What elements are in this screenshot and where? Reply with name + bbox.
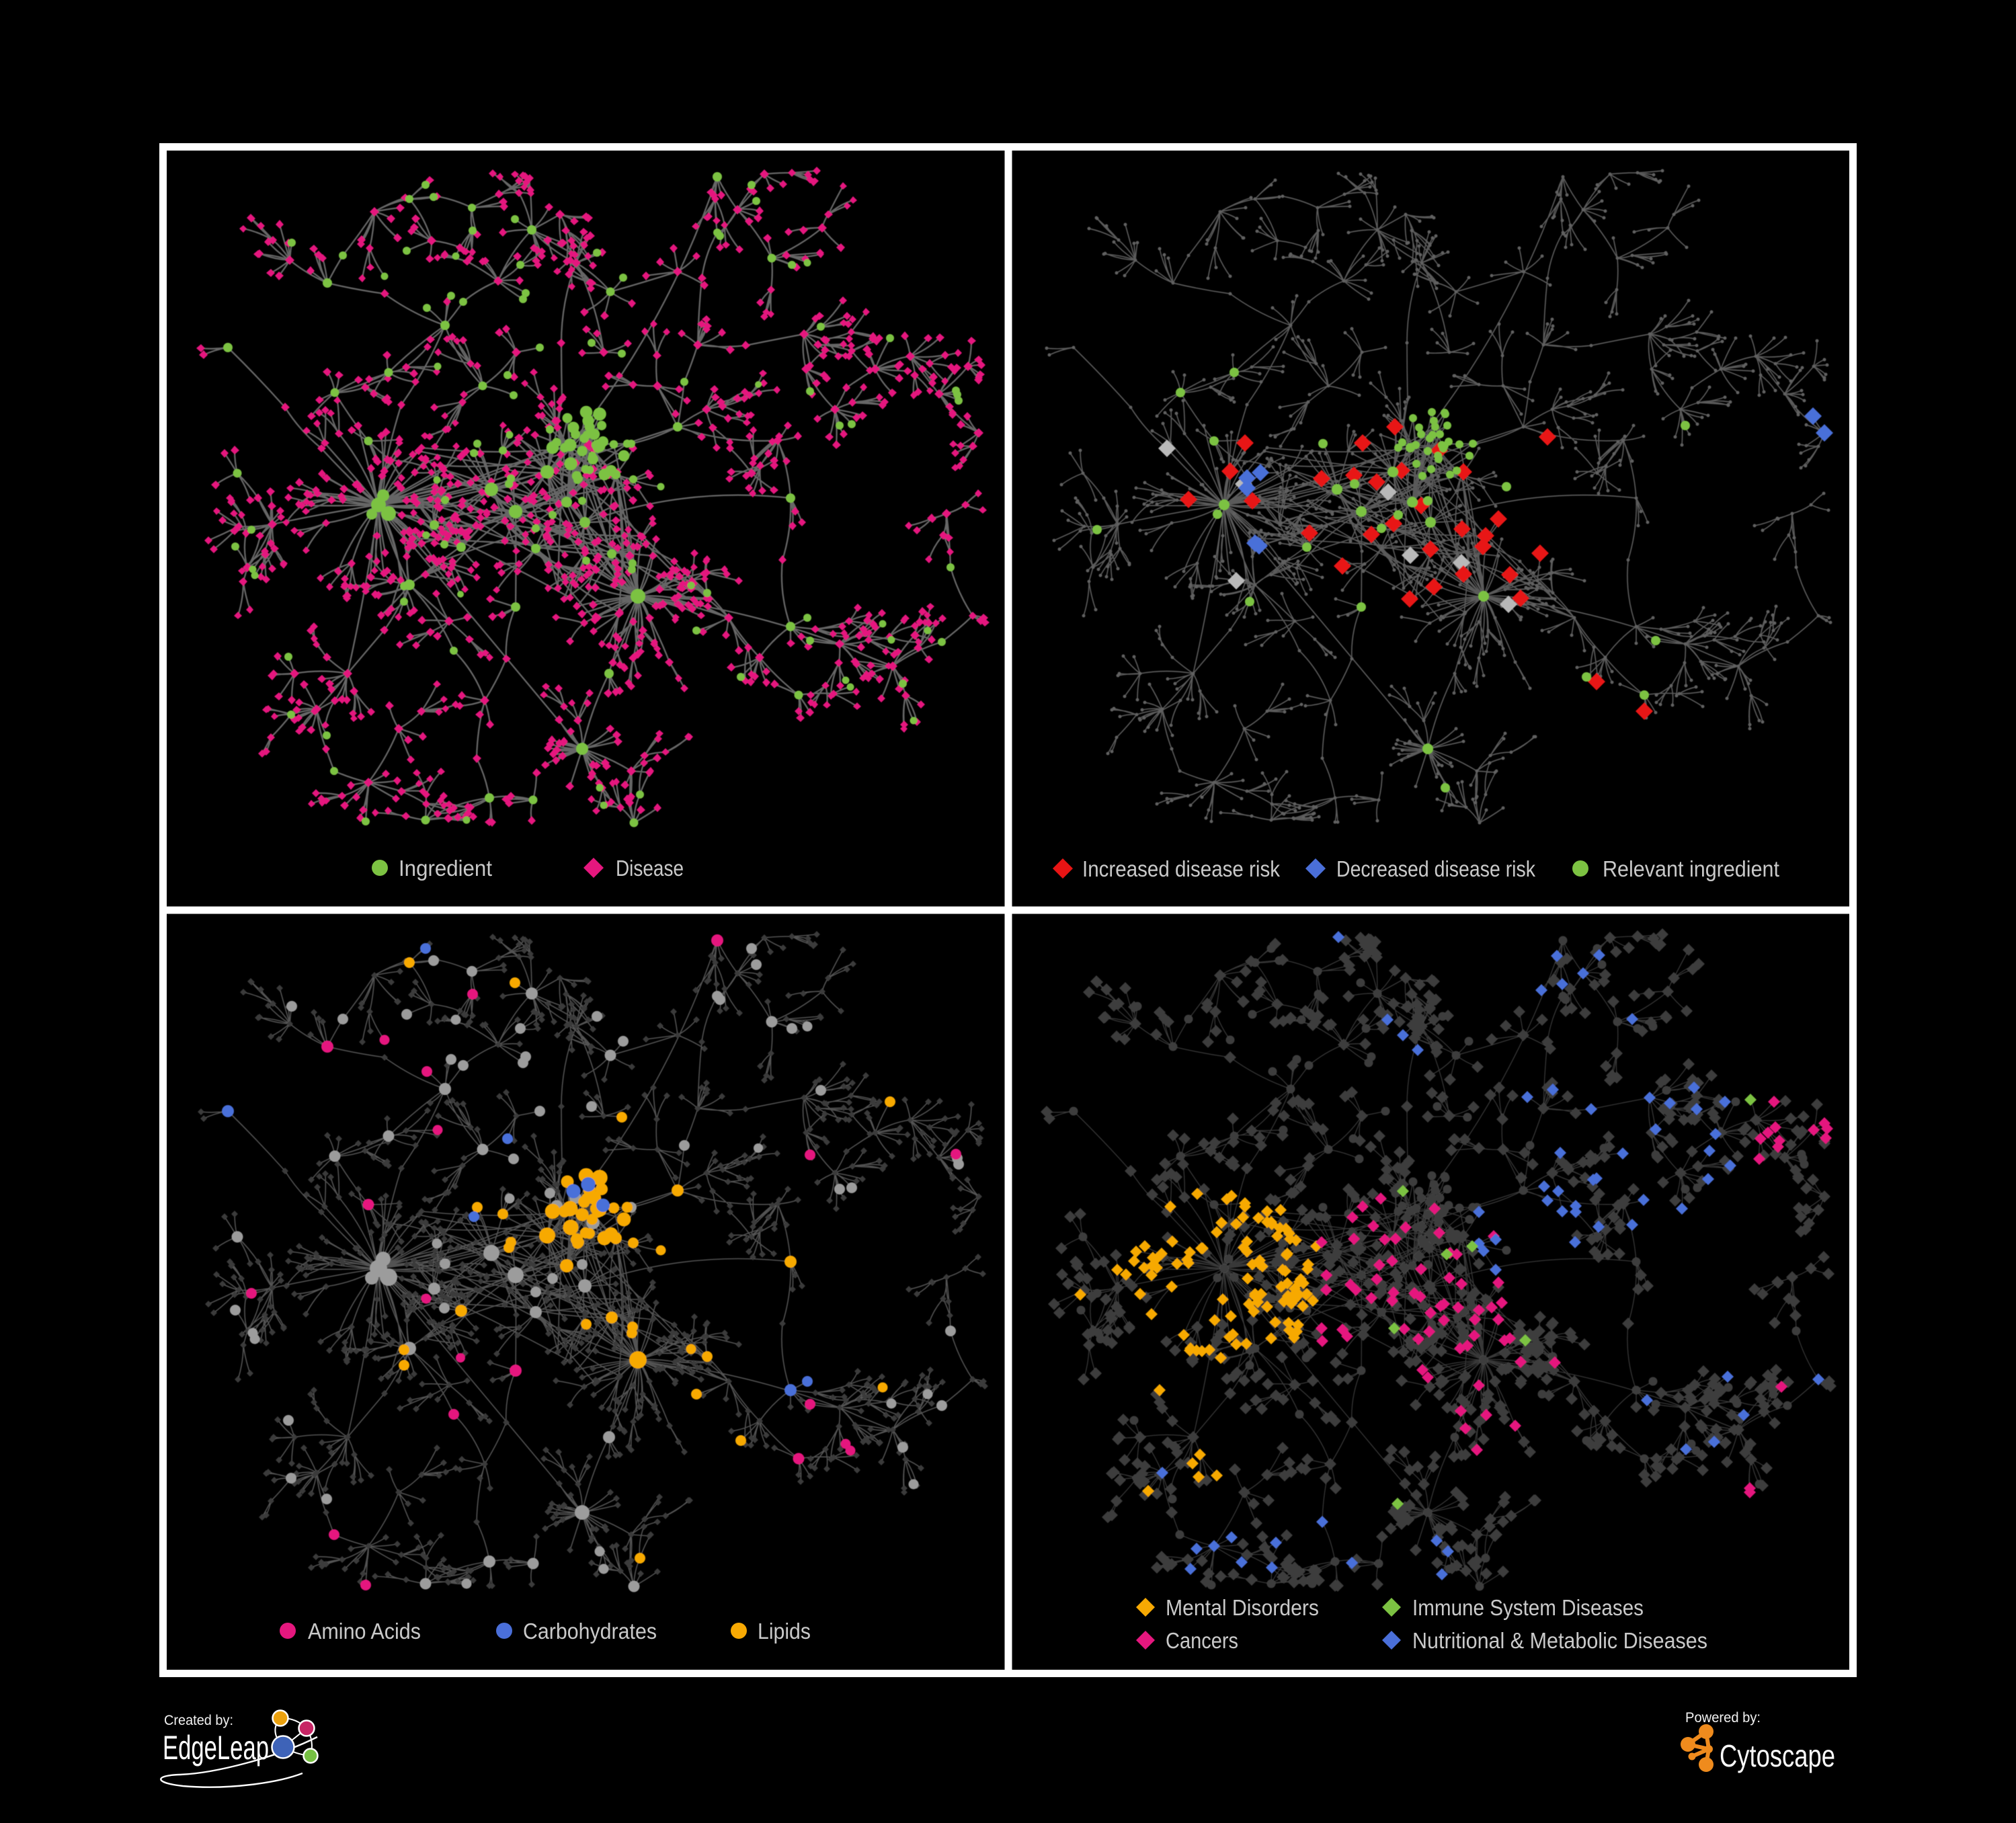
svg-text:Ingredient: Ingredient: [399, 856, 492, 881]
svg-text:Amino Acids: Amino Acids: [308, 1619, 421, 1644]
svg-text:Lipids: Lipids: [758, 1619, 811, 1644]
svg-text:Relevant ingredient: Relevant ingredient: [1603, 856, 1779, 881]
svg-text:Cancers: Cancers: [1166, 1628, 1238, 1653]
svg-text:Carbohydrates: Carbohydrates: [523, 1619, 657, 1644]
svg-text:Increased disease risk: Increased disease risk: [1082, 856, 1280, 881]
svg-text:Nutritional & Metabolic Diseas: Nutritional & Metabolic Diseases: [1412, 1628, 1707, 1653]
svg-text:Created by:: Created by:: [164, 1713, 233, 1728]
svg-text:Mental Disorders: Mental Disorders: [1166, 1595, 1319, 1620]
svg-text:Disease: Disease: [616, 856, 684, 881]
svg-text:Decreased disease risk: Decreased disease risk: [1336, 856, 1535, 881]
svg-text:Powered by:: Powered by:: [1685, 1710, 1761, 1726]
svg-text:Immune System Diseases: Immune System Diseases: [1412, 1595, 1644, 1620]
svg-text:EdgeLeap: EdgeLeap: [163, 1729, 269, 1767]
svg-text:Cytoscape: Cytoscape: [1720, 1738, 1835, 1773]
